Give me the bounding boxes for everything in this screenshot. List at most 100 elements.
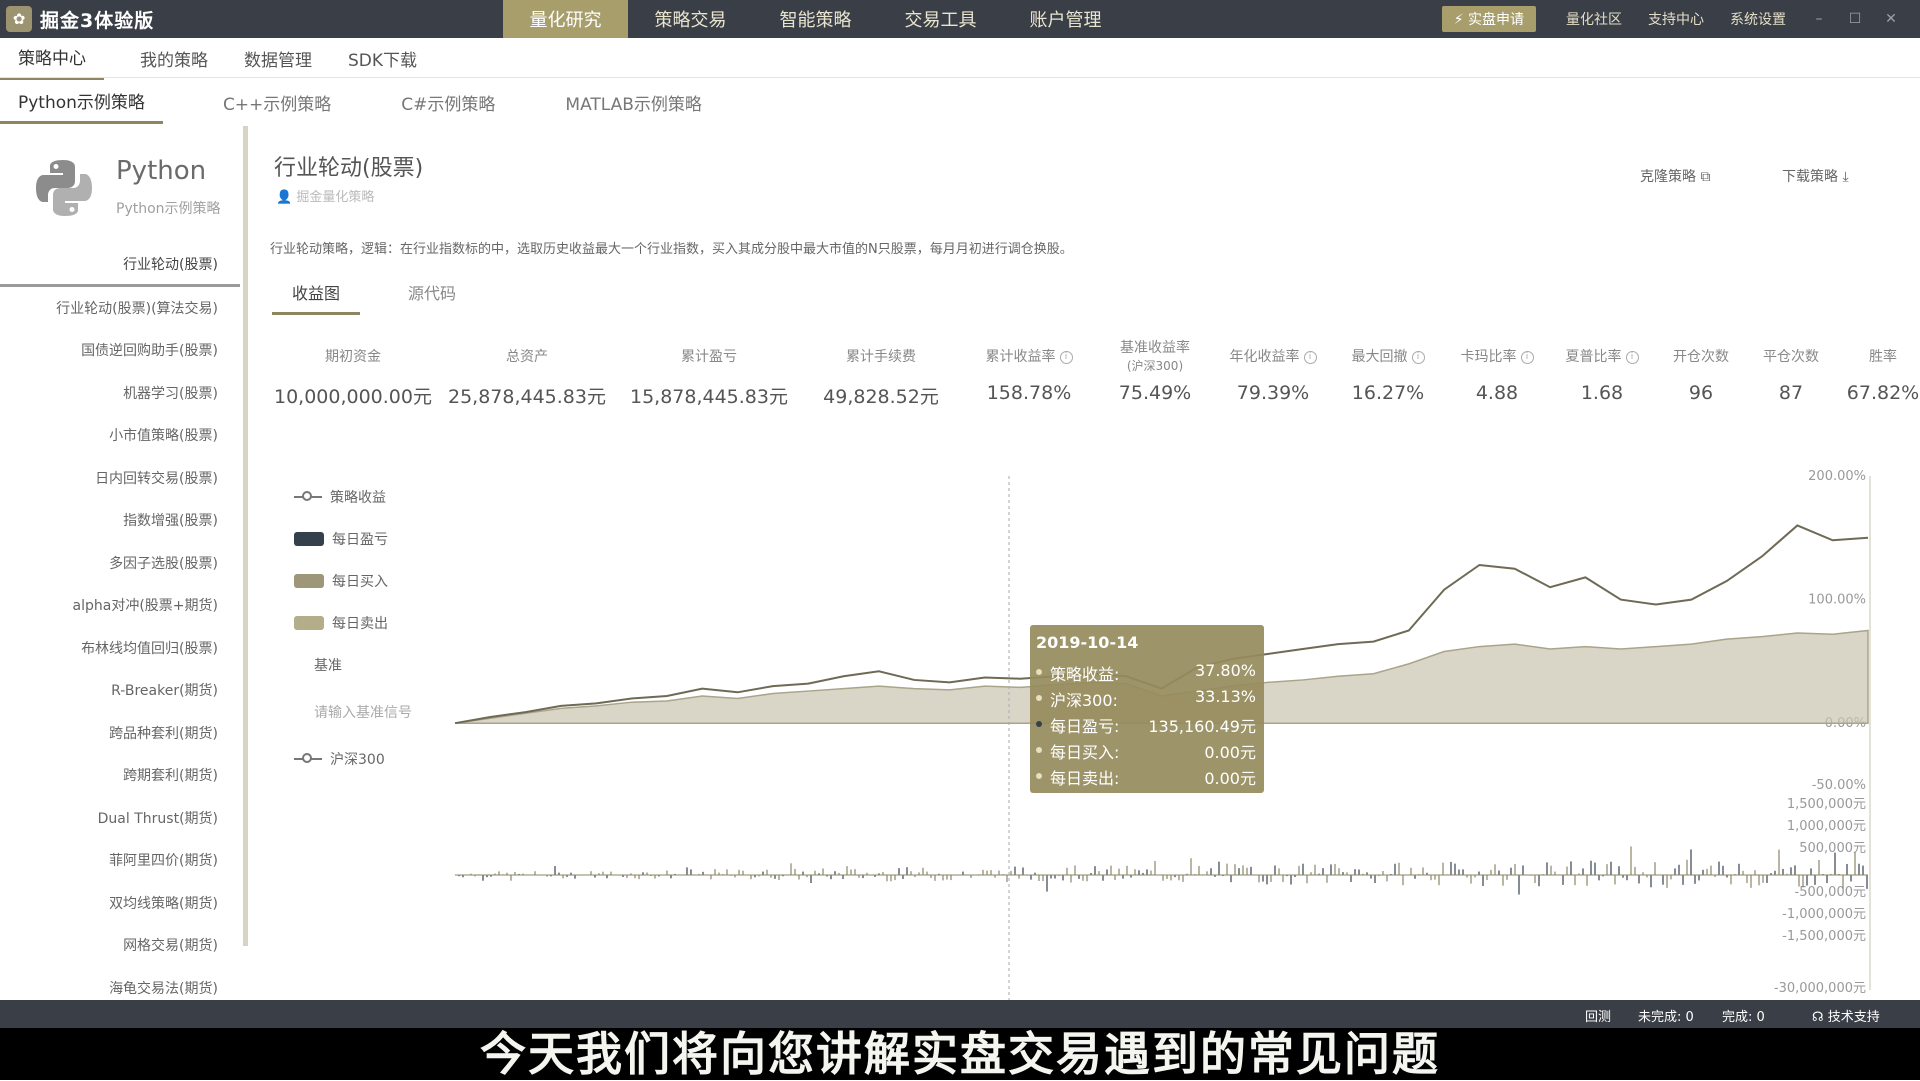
status-pending: 未完成: 0 (1638, 1010, 1694, 1025)
maximize-icon[interactable]: ☐ (1848, 11, 1862, 27)
list-item[interactable]: 行业轮动(股票)(算法交易) (56, 300, 218, 317)
live-apply-label: 实盘申请 (1468, 12, 1524, 28)
list-item[interactable]: 小市值策略(股票) (109, 428, 218, 445)
tooltip-row: 沪深300: 33.13% (1036, 687, 1256, 713)
nav-trade-tools[interactable]: 交易工具 (904, 10, 977, 31)
nav-quant-research[interactable]: 量化研究 (503, 0, 628, 38)
metric-label-text: 累计手续费 (846, 349, 916, 365)
tooltip-key: 策略收益: (1050, 665, 1120, 684)
list-item[interactable]: 跨期套利(期货) (123, 768, 218, 785)
metric-item: 期初资金 10,000,000.00元 (270, 338, 436, 409)
legend-daily-buy[interactable]: 每日买入 (294, 560, 434, 602)
list-item[interactable]: 指数增强(股票) (123, 513, 218, 530)
list-item[interactable]: 日内回转交易(股票) (95, 470, 218, 487)
metric-item: 卡玛比率 i 4.88 (1444, 338, 1550, 409)
download-strategy-button[interactable]: 下载策略 ⤓ (1782, 166, 1849, 186)
list-item[interactable]: 海龟交易法(期货) (109, 980, 218, 997)
legend-daily-sell[interactable]: 每日卖出 (294, 602, 434, 644)
dot-icon (1036, 721, 1042, 727)
clone-strategy-button[interactable]: 克隆策略 ⧉ (1640, 166, 1710, 186)
strategy-author-label: 掘金量化策略 (296, 190, 375, 205)
info-icon[interactable]: i (1520, 350, 1534, 364)
tooltip-key: 每日盈亏: (1050, 717, 1120, 736)
tab-source-code[interactable]: 源代码 (408, 284, 457, 303)
list-item[interactable]: 多因子选股(股票) (109, 555, 218, 572)
link-support[interactable]: 支持中心 (1648, 12, 1704, 28)
info-icon[interactable]: i (1059, 350, 1073, 364)
tab-python[interactable]: Python示例策略 (0, 80, 163, 124)
benchmark-input[interactable]: 请输入基准信号 (314, 705, 412, 721)
status-backtest[interactable]: 回测 (1585, 1010, 1612, 1025)
tooltip-key: 每日卖出: (1050, 769, 1120, 788)
metric-value: 96 (1688, 382, 1714, 404)
metric-item: 年化收益率 i 79.39% (1214, 338, 1332, 409)
list-item[interactable]: 跨品种套利(期货) (109, 725, 218, 742)
nav-strategy-trading[interactable]: 策略交易 (654, 10, 727, 31)
python-logo-icon (36, 160, 92, 216)
close-icon[interactable]: ✕ (1885, 11, 1897, 27)
headset-icon: ☊ (1812, 1010, 1824, 1025)
top-right: ⚡ 实盘申请 量化社区 支持中心 系统设置 – ☐ ✕ (1441, 0, 1920, 38)
metric-value: 4.88 (1475, 382, 1519, 404)
metrics-row: 期初资金 10,000,000.00元 总资产 25,878,445.83元 累计盈亏 1… (270, 338, 1919, 409)
legend-daily-pnl[interactable]: 每日盈亏 (294, 518, 434, 560)
list-item[interactable]: 行业轮动(股票) (0, 244, 240, 287)
y-tick-label: 100.00% (1808, 593, 1866, 608)
list-item[interactable]: Dual Thrust(期货) (97, 810, 218, 827)
tooltip-value: 33.13% (1194, 687, 1256, 706)
link-community[interactable]: 量化社区 (1566, 12, 1622, 28)
subnav-sdk-download[interactable]: SDK下载 (348, 50, 418, 71)
sub-nav: 策略中心 我的策略 数据管理 SDK下载 (0, 36, 1920, 80)
info-icon[interactable]: i (1625, 350, 1639, 364)
list-item[interactable]: 机器学习(股票) (123, 385, 218, 402)
tab-cpp[interactable]: C++示例策略 (222, 94, 332, 115)
y2-tick-label: 1,000,000元 (1787, 819, 1866, 834)
metric-label: 平仓次数 (1748, 338, 1834, 376)
list-item[interactable]: alpha对冲(股票+期货) (72, 598, 218, 615)
status-bar: 回测 未完成: 0 完成: 0 ☊ 技术支持 (0, 1000, 1920, 1028)
y2-tick-label: -1,500,000元 (1782, 929, 1866, 944)
list-item[interactable]: 国债逆回购助手(股票) (81, 343, 218, 360)
nav-account[interactable]: 账户管理 (1029, 10, 1102, 31)
list-item[interactable]: 网格交易(期货) (123, 938, 218, 955)
info-icon[interactable]: i (1303, 350, 1317, 364)
metric-label: 胜率 (1834, 338, 1920, 376)
link-settings[interactable]: 系统设置 (1730, 12, 1786, 28)
metric-label-text: 平仓次数 (1763, 349, 1819, 365)
legend-benchmark-title: 基准 (294, 644, 434, 686)
metric-label-text: 期初资金 (325, 349, 381, 365)
metric-label-text: 累计收益率 (985, 349, 1056, 365)
tooltip-row: 每日买入: 0.00元 (1036, 739, 1256, 765)
legend-strategy[interactable]: 策略收益 (294, 476, 434, 518)
tab-csharp[interactable]: C#示例策略 (401, 94, 496, 115)
live-apply-button[interactable]: ⚡ 实盘申请 (1441, 6, 1536, 32)
metric-label-text: 最大回撤 (1351, 349, 1408, 365)
list-item[interactable]: 双均线策略(期货) (109, 895, 218, 912)
list-item[interactable]: R-Breaker(期货) (111, 683, 218, 700)
nav-smart-strategy[interactable]: 智能策略 (779, 10, 852, 31)
subnav-my-strategies[interactable]: 我的策略 (140, 50, 208, 71)
info-icon[interactable]: i (1411, 350, 1425, 364)
list-item[interactable]: 布林线均值回归(股票) (81, 640, 218, 657)
metric-label: 夏普比率 i (1550, 338, 1654, 376)
download-strategy-label: 下载策略 (1782, 169, 1838, 185)
chart-legend: 策略收益 每日盈亏 每日买入 每日卖出 基准 请输入基准信号 沪深300 (294, 476, 434, 780)
metric-item: 开仓次数 96 (1654, 338, 1748, 409)
returns-chart[interactable]: 200.00%100.00%0.00%-50.00%1,500,000元1,00… (0, 0, 1920, 1000)
copy-icon: ⧉ (1700, 169, 1711, 185)
content-tabs: 收益图 源代码 (272, 272, 504, 315)
sidebar-scrollbar[interactable] (243, 126, 248, 946)
tooltip-value: 0.00元 (1204, 743, 1256, 762)
metric-label-sub: (沪深300) (1126, 359, 1184, 373)
tab-returns-chart[interactable]: 收益图 (272, 272, 361, 315)
tech-support-button[interactable]: ☊ 技术支持 (1812, 1006, 1880, 1025)
legend-hs300[interactable]: 沪深300 (294, 738, 434, 780)
subnav-strategy-center[interactable]: 策略中心 (0, 36, 104, 80)
dot-icon (1036, 773, 1042, 779)
language-tabs: Python示例策略 C++示例策略 C#示例策略 MATLAB示例策略 (0, 80, 772, 124)
tab-matlab[interactable]: MATLAB示例策略 (565, 94, 702, 115)
metric-label: 累计手续费 (800, 338, 962, 376)
list-item[interactable]: 菲阿里四价(期货) (109, 853, 218, 870)
subnav-data-management[interactable]: 数据管理 (244, 50, 312, 71)
minimize-icon[interactable]: – (1815, 11, 1823, 27)
